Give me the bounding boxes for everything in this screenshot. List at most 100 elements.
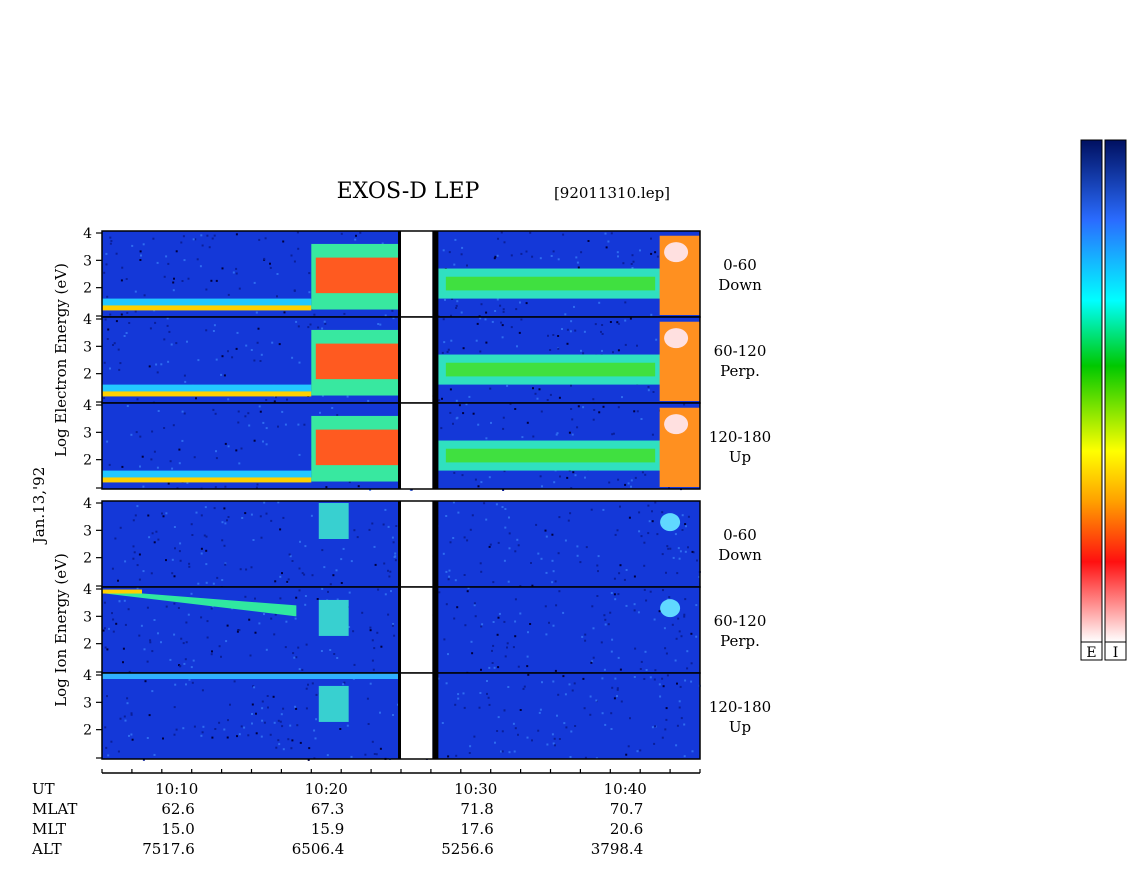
speckle bbox=[501, 336, 504, 339]
speckle bbox=[241, 517, 244, 519]
speckle bbox=[227, 398, 230, 401]
speckle bbox=[569, 330, 572, 333]
speckle bbox=[377, 588, 380, 591]
speckle bbox=[373, 647, 376, 650]
x-axis: 10:10 10:20 10:30 10:40 UT bbox=[32, 769, 701, 798]
speckle bbox=[307, 326, 310, 329]
speckle bbox=[154, 321, 157, 324]
speckle bbox=[260, 353, 263, 356]
speckle bbox=[614, 533, 617, 536]
speckle bbox=[149, 641, 152, 644]
speckle bbox=[329, 583, 332, 586]
speckle bbox=[315, 693, 318, 696]
speckle bbox=[617, 406, 620, 409]
speckle bbox=[442, 249, 445, 252]
speckle bbox=[352, 630, 355, 633]
speckle bbox=[445, 682, 448, 685]
speckle bbox=[616, 688, 619, 691]
speckle bbox=[313, 313, 316, 316]
speckle bbox=[455, 417, 458, 420]
ephemeris-value: 67.3 bbox=[311, 800, 344, 818]
low-energy-core bbox=[102, 391, 312, 397]
speckle bbox=[346, 395, 349, 398]
speckle bbox=[552, 250, 555, 253]
speckle bbox=[182, 642, 185, 645]
speckle bbox=[617, 593, 620, 596]
speckle bbox=[502, 489, 505, 491]
speckle bbox=[311, 574, 314, 577]
speckle bbox=[124, 719, 127, 722]
speckle bbox=[172, 281, 175, 284]
speckle bbox=[491, 662, 494, 664]
speckle bbox=[492, 621, 495, 623]
speckle bbox=[373, 753, 376, 755]
speckle bbox=[188, 562, 191, 565]
speckle bbox=[108, 627, 110, 630]
speckle bbox=[130, 733, 133, 736]
speckle bbox=[479, 562, 482, 565]
speckle bbox=[442, 552, 445, 555]
electron-panel-3: 2 3 4 bbox=[83, 398, 701, 491]
speckle bbox=[339, 728, 342, 730]
speckle bbox=[138, 634, 141, 637]
ephemeris-value: 71.8 bbox=[460, 800, 493, 818]
speckle bbox=[503, 620, 506, 623]
speckle bbox=[121, 465, 124, 468]
speckle bbox=[384, 508, 387, 511]
y-tick-label: 3 bbox=[83, 695, 92, 711]
speckle bbox=[248, 424, 251, 427]
gap-edge-left bbox=[398, 587, 401, 673]
speckle bbox=[488, 703, 491, 706]
speckle bbox=[133, 551, 136, 554]
speckle bbox=[480, 303, 483, 306]
speckle bbox=[625, 604, 628, 607]
speckle bbox=[247, 412, 250, 415]
speckle bbox=[394, 552, 397, 555]
speckle bbox=[630, 479, 633, 482]
speckle bbox=[184, 658, 187, 661]
speckle bbox=[103, 361, 106, 364]
speckle bbox=[278, 743, 281, 746]
speckle bbox=[618, 572, 621, 575]
speckle bbox=[226, 624, 229, 627]
speckle bbox=[297, 423, 300, 426]
speckle bbox=[684, 550, 687, 553]
speckle bbox=[301, 572, 304, 575]
speckle bbox=[506, 646, 508, 649]
speckle bbox=[120, 279, 123, 282]
ephemeris-value: 6506.4 bbox=[292, 840, 345, 858]
speckle bbox=[683, 615, 686, 618]
speckle bbox=[558, 516, 561, 519]
speckle bbox=[557, 335, 560, 337]
speckle bbox=[529, 231, 532, 234]
speckle bbox=[157, 410, 160, 412]
speckle bbox=[665, 652, 668, 655]
speckle bbox=[195, 511, 198, 514]
speckle bbox=[500, 321, 503, 324]
speckle bbox=[573, 682, 576, 685]
speckle bbox=[503, 241, 506, 244]
speckle bbox=[346, 724, 349, 727]
speckle bbox=[135, 431, 138, 434]
speckle bbox=[122, 647, 125, 650]
speckle bbox=[213, 324, 216, 327]
speckle bbox=[173, 526, 176, 528]
speckle bbox=[305, 643, 308, 646]
speckle bbox=[350, 755, 353, 758]
speckle bbox=[538, 388, 541, 391]
speckle bbox=[447, 755, 450, 758]
speckle bbox=[279, 597, 282, 600]
speckle bbox=[574, 725, 577, 727]
speckle bbox=[477, 423, 480, 426]
speckle bbox=[212, 330, 215, 332]
speckle bbox=[203, 534, 206, 537]
speckle bbox=[387, 613, 390, 616]
speckle bbox=[375, 753, 378, 756]
speckle bbox=[621, 396, 623, 399]
speckle bbox=[224, 562, 227, 565]
speckle bbox=[510, 254, 513, 257]
speckle bbox=[151, 650, 154, 653]
speckle bbox=[608, 481, 611, 484]
speckle bbox=[291, 739, 294, 742]
speckle bbox=[494, 255, 497, 258]
